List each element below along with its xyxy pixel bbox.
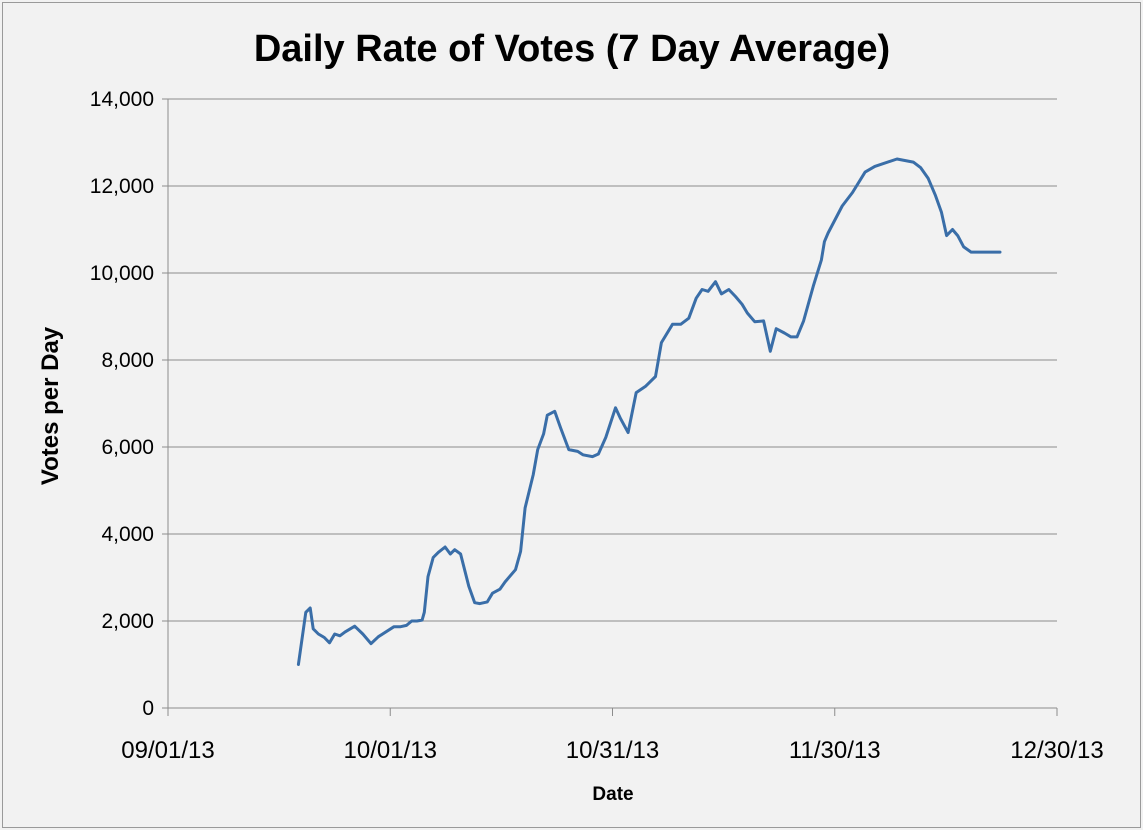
chart-title: Daily Rate of Votes (7 Day Average) <box>254 28 890 70</box>
series-line-0 <box>296 157 1002 666</box>
axes <box>162 98 1058 716</box>
series-group <box>296 157 1002 666</box>
y-axis-title: Votes per Day <box>37 326 64 485</box>
y-tick-label: 10,000 <box>90 262 154 285</box>
y-tick-label: 2,000 <box>101 610 154 633</box>
y-tick-label: 6,000 <box>101 436 154 459</box>
x-tick-label: 10/31/13 <box>566 737 659 764</box>
x-axis-title: Date <box>592 784 633 805</box>
y-tick-label: 14,000 <box>90 88 154 111</box>
y-tick-label: 4,000 <box>101 523 154 546</box>
y-tick-label: 8,000 <box>101 349 154 372</box>
x-tick-label: 12/30/13 <box>1010 737 1103 764</box>
x-tick-labels: 09/01/13 10/01/13 10/31/13 11/30/13 12/30/13 <box>121 737 1103 764</box>
x-tick-label: 11/30/13 <box>789 737 881 764</box>
y-tick-labels: 0 2,000 4,000 6,000 8,000 10,000 12,000 14,000 <box>90 88 154 720</box>
y-tick-label: 12,000 <box>90 175 154 198</box>
line-chart: Daily Rate of Votes (7 Day Average) 0 2,0… <box>37 28 1104 805</box>
x-tick-label: 10/01/13 <box>344 737 437 764</box>
y-tick-label: 0 <box>142 697 154 720</box>
gridlines <box>168 98 1057 622</box>
x-tick-label: 09/01/13 <box>121 737 214 764</box>
